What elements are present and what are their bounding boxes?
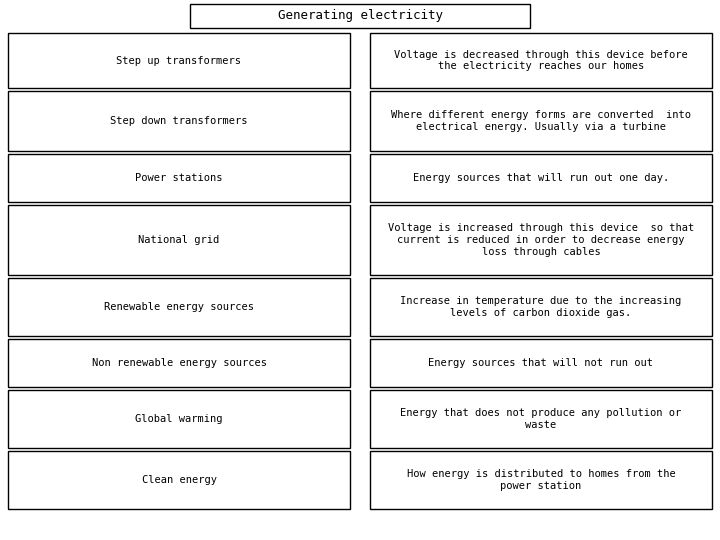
FancyBboxPatch shape bbox=[8, 390, 350, 448]
Text: Power stations: Power stations bbox=[135, 173, 222, 183]
FancyBboxPatch shape bbox=[370, 33, 712, 88]
Text: Energy sources that will not run out: Energy sources that will not run out bbox=[428, 358, 654, 368]
Text: Non renewable energy sources: Non renewable energy sources bbox=[91, 358, 266, 368]
Text: Step down transformers: Step down transformers bbox=[110, 116, 248, 126]
Text: How energy is distributed to homes from the
power station: How energy is distributed to homes from … bbox=[407, 469, 675, 491]
FancyBboxPatch shape bbox=[370, 451, 712, 509]
FancyBboxPatch shape bbox=[8, 278, 350, 336]
Text: Renewable energy sources: Renewable energy sources bbox=[104, 302, 254, 312]
FancyBboxPatch shape bbox=[370, 339, 712, 387]
Text: Step up transformers: Step up transformers bbox=[117, 56, 241, 65]
Text: Voltage is decreased through this device before
the electricity reaches our home: Voltage is decreased through this device… bbox=[394, 50, 688, 71]
FancyBboxPatch shape bbox=[370, 205, 712, 275]
Text: Energy sources that will run out one day.: Energy sources that will run out one day… bbox=[413, 173, 669, 183]
FancyBboxPatch shape bbox=[190, 4, 530, 28]
FancyBboxPatch shape bbox=[370, 278, 712, 336]
Text: National grid: National grid bbox=[138, 235, 220, 245]
FancyBboxPatch shape bbox=[8, 451, 350, 509]
Text: Voltage is increased through this device  so that
current is reduced in order to: Voltage is increased through this device… bbox=[388, 224, 694, 256]
FancyBboxPatch shape bbox=[8, 205, 350, 275]
Text: Global warming: Global warming bbox=[135, 414, 222, 424]
FancyBboxPatch shape bbox=[8, 91, 350, 151]
Text: Energy that does not produce any pollution or
waste: Energy that does not produce any polluti… bbox=[400, 408, 682, 430]
Text: Generating electricity: Generating electricity bbox=[277, 10, 443, 23]
FancyBboxPatch shape bbox=[8, 33, 350, 88]
Text: Clean energy: Clean energy bbox=[142, 475, 217, 485]
FancyBboxPatch shape bbox=[8, 154, 350, 202]
FancyBboxPatch shape bbox=[370, 91, 712, 151]
Text: Increase in temperature due to the increasing
levels of carbon dioxide gas.: Increase in temperature due to the incre… bbox=[400, 296, 682, 318]
Text: Where different energy forms are converted  into
electrical energy. Usually via : Where different energy forms are convert… bbox=[391, 110, 691, 132]
FancyBboxPatch shape bbox=[370, 154, 712, 202]
FancyBboxPatch shape bbox=[8, 339, 350, 387]
FancyBboxPatch shape bbox=[370, 390, 712, 448]
